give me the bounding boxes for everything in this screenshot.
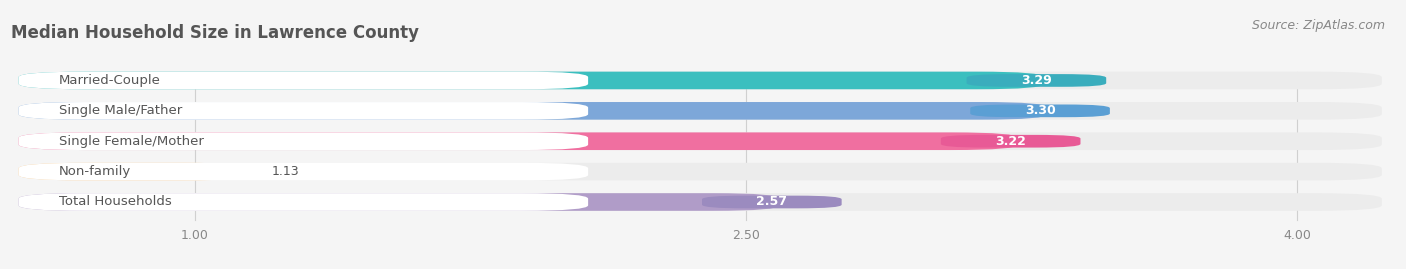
- FancyBboxPatch shape: [966, 74, 1107, 87]
- FancyBboxPatch shape: [18, 163, 588, 180]
- Text: Median Household Size in Lawrence County: Median Household Size in Lawrence County: [11, 24, 419, 43]
- FancyBboxPatch shape: [18, 193, 779, 211]
- FancyBboxPatch shape: [970, 104, 1109, 117]
- Text: 1.13: 1.13: [273, 165, 299, 178]
- Text: Married-Couple: Married-Couple: [59, 74, 160, 87]
- FancyBboxPatch shape: [18, 72, 1043, 89]
- FancyBboxPatch shape: [18, 132, 1018, 150]
- FancyBboxPatch shape: [18, 132, 1382, 150]
- Text: Single Male/Father: Single Male/Father: [59, 104, 183, 117]
- FancyBboxPatch shape: [18, 102, 1382, 120]
- Text: 3.30: 3.30: [1025, 104, 1056, 117]
- FancyBboxPatch shape: [702, 196, 842, 208]
- FancyBboxPatch shape: [18, 72, 1382, 89]
- FancyBboxPatch shape: [18, 193, 588, 211]
- FancyBboxPatch shape: [18, 102, 588, 120]
- Text: Source: ZipAtlas.com: Source: ZipAtlas.com: [1251, 19, 1385, 32]
- FancyBboxPatch shape: [18, 193, 1382, 211]
- FancyBboxPatch shape: [941, 135, 1080, 148]
- Text: Non-family: Non-family: [59, 165, 131, 178]
- Text: 2.57: 2.57: [756, 196, 787, 208]
- Text: Total Households: Total Households: [59, 196, 172, 208]
- FancyBboxPatch shape: [18, 132, 588, 150]
- Text: 3.22: 3.22: [995, 135, 1026, 148]
- FancyBboxPatch shape: [18, 102, 1047, 120]
- Text: 3.29: 3.29: [1021, 74, 1052, 87]
- FancyBboxPatch shape: [18, 72, 588, 89]
- FancyBboxPatch shape: [18, 163, 1382, 180]
- Text: Single Female/Mother: Single Female/Mother: [59, 135, 204, 148]
- FancyBboxPatch shape: [18, 163, 250, 180]
